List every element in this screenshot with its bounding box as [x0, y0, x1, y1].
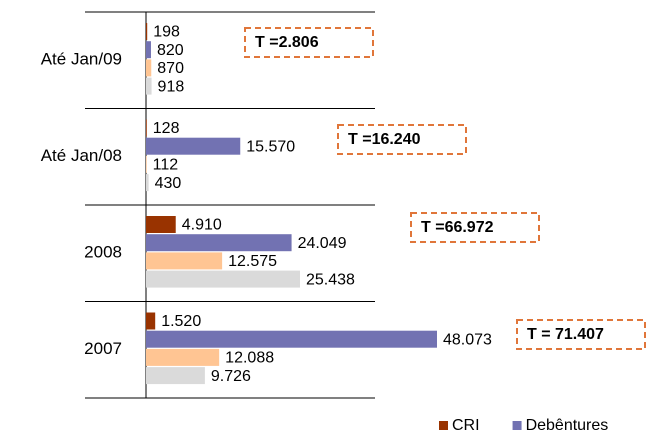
value-label: 918 — [158, 78, 185, 95]
bar — [146, 137, 241, 155]
annotation-box — [337, 124, 467, 155]
annotation: T =66.972 — [421, 219, 494, 236]
value-label: 870 — [157, 60, 184, 77]
value-label: 820 — [157, 42, 184, 59]
value-label: 9.726 — [211, 368, 251, 385]
value-label: 48.073 — [443, 331, 492, 348]
annotation: T =16.240 — [348, 131, 421, 148]
bar — [146, 174, 149, 192]
annotation: T =2.806 — [255, 34, 319, 51]
bar — [146, 155, 147, 173]
value-label: 128 — [153, 120, 180, 137]
bar — [146, 23, 148, 40]
value-label: 430 — [155, 175, 182, 192]
annotation: T = 71.407 — [527, 326, 604, 343]
bar — [146, 330, 437, 348]
annotation-box — [244, 27, 374, 58]
category-label: Até Jan/09 — [41, 50, 122, 69]
category-label: Até Jan/08 — [41, 146, 122, 165]
bar — [146, 77, 152, 95]
value-label: 1.520 — [161, 313, 201, 330]
value-label: 24.049 — [298, 235, 347, 252]
legend-swatch — [439, 421, 448, 430]
value-label: 4.910 — [182, 217, 222, 234]
category-label: 2007 — [84, 339, 122, 358]
value-label: 15.570 — [246, 138, 295, 155]
bar — [146, 41, 151, 59]
value-label: 198 — [153, 24, 180, 41]
bar — [146, 348, 220, 366]
annotation-box — [410, 212, 540, 243]
bar — [146, 216, 176, 233]
category-label: 2008 — [84, 243, 122, 262]
bar — [146, 367, 205, 385]
bar — [146, 312, 156, 330]
legend-label: CRI — [452, 417, 480, 434]
value-label: 12.575 — [228, 253, 277, 270]
value-label: 25.438 — [306, 271, 355, 288]
annotation-box — [516, 319, 646, 350]
value-label: 12.088 — [225, 350, 274, 367]
legend-label: Debêntures — [526, 417, 609, 434]
bar — [146, 252, 223, 270]
bar — [146, 270, 300, 288]
bar — [146, 234, 292, 252]
bar — [146, 59, 152, 77]
value-label: 112 — [153, 157, 179, 174]
bar — [146, 119, 147, 137]
legend-swatch — [512, 421, 522, 430]
